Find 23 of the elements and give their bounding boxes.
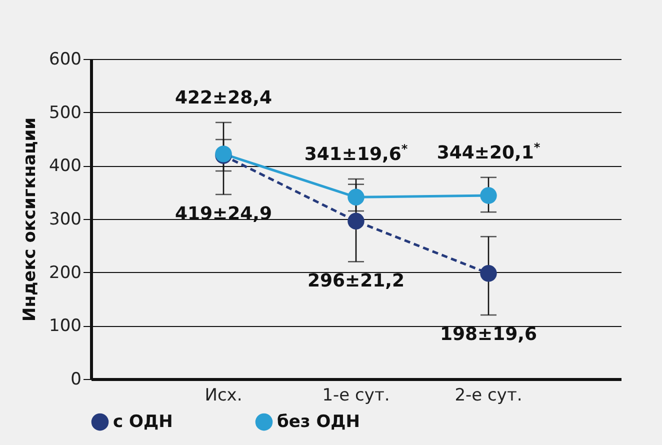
y-tick-label: 600 xyxy=(49,50,82,70)
y-tick-label: 500 xyxy=(49,102,82,123)
point xyxy=(348,212,364,230)
point xyxy=(480,265,497,282)
data-label: 344±20,1$^{*}$ xyxy=(436,140,541,164)
y-tick-label: 400 xyxy=(49,156,82,176)
y-axis-title: Индекс оксигкнации xyxy=(20,117,40,322)
data-label: 422±28,4 xyxy=(174,87,272,108)
data-label: 198±19,6 xyxy=(440,324,538,345)
y-tick-label: 0 xyxy=(70,370,82,390)
x-tick-label: 2-е сут. xyxy=(454,386,522,406)
legend-label: с ОДН xyxy=(113,412,173,432)
data-label: 296±21,2 xyxy=(307,270,405,292)
legend-label: без ОДН xyxy=(277,412,360,432)
y-tick-label: 300 xyxy=(49,210,82,230)
data-label: 341±19,6$^{*}$ xyxy=(304,142,408,165)
y-tick-label: 100 xyxy=(49,316,82,336)
point xyxy=(348,188,364,206)
point xyxy=(480,187,497,204)
y-tick-label: 200 xyxy=(49,262,82,283)
x-tick-label: 1-е сут. xyxy=(322,386,390,406)
data-label: 419±24,9 xyxy=(174,203,272,224)
x-tick-label: Исх. xyxy=(204,386,242,406)
